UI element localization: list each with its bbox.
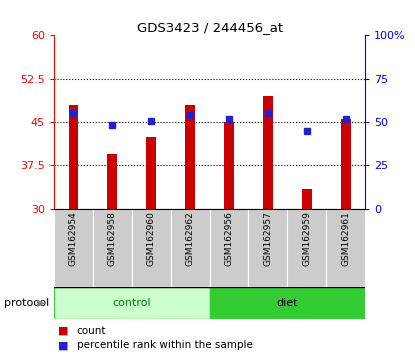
Bar — [68, 105, 78, 209]
Text: GSM162960: GSM162960 — [147, 211, 156, 266]
Bar — [210, 209, 249, 287]
Bar — [93, 209, 132, 287]
Bar — [54, 209, 93, 287]
Bar — [263, 96, 273, 209]
Bar — [287, 209, 326, 287]
Text: GSM162962: GSM162962 — [186, 211, 195, 266]
Text: ■: ■ — [58, 340, 68, 350]
Text: GSM162958: GSM162958 — [108, 211, 117, 266]
Text: control: control — [112, 298, 151, 308]
Bar — [326, 209, 365, 287]
Bar — [249, 209, 287, 287]
Text: GSM162959: GSM162959 — [303, 211, 311, 266]
Text: diet: diet — [277, 298, 298, 308]
Text: GSM162956: GSM162956 — [225, 211, 234, 266]
Bar — [107, 154, 117, 209]
Bar — [302, 189, 312, 209]
Text: GSM162957: GSM162957 — [264, 211, 272, 266]
Bar — [54, 287, 210, 319]
Bar — [171, 209, 210, 287]
Bar — [132, 209, 171, 287]
Text: ▶: ▶ — [37, 298, 45, 308]
Bar — [146, 137, 156, 209]
Title: GDS3423 / 244456_at: GDS3423 / 244456_at — [137, 21, 283, 34]
Text: percentile rank within the sample: percentile rank within the sample — [77, 340, 253, 350]
Text: ■: ■ — [58, 326, 68, 336]
Bar — [185, 105, 195, 209]
Bar — [224, 122, 234, 209]
Text: GSM162954: GSM162954 — [69, 211, 78, 266]
Text: protocol: protocol — [4, 298, 49, 308]
Text: count: count — [77, 326, 106, 336]
Bar — [210, 287, 365, 319]
Bar — [341, 119, 351, 209]
Text: GSM162961: GSM162961 — [341, 211, 350, 266]
